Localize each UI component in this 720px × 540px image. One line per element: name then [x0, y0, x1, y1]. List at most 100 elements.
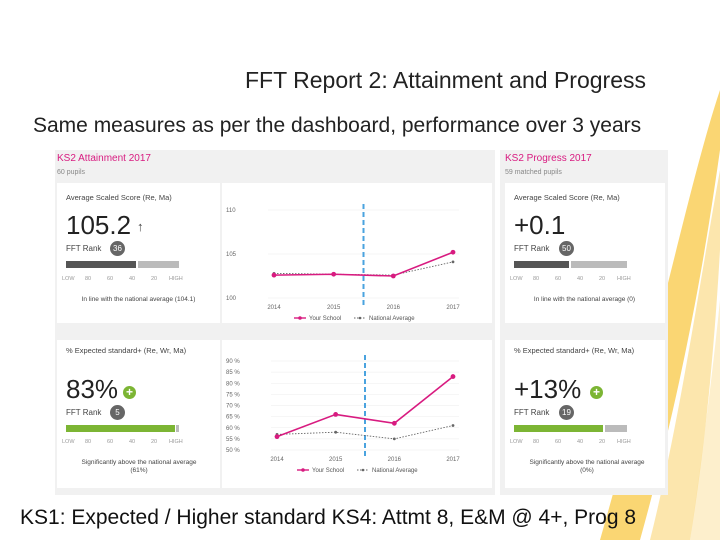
school-point — [450, 374, 456, 379]
national-series-line — [276, 425, 454, 440]
school-point — [450, 249, 456, 255]
y-tick-label: 55 % — [226, 437, 240, 443]
progress-scaled-rank-label: FFT Rank — [514, 244, 550, 253]
scale-60: 60 — [555, 439, 562, 445]
scale-80: 80 — [85, 439, 92, 445]
scale-high: HIGH — [617, 276, 631, 282]
school-series-line — [276, 375, 454, 438]
progress-expected-card — [505, 340, 665, 488]
scale-low: LOW — [62, 276, 75, 282]
progress-expected-value: +13% — [514, 374, 582, 404]
attainment-expected-note: Significantly above the national average… — [81, 459, 197, 474]
progress-pupils: 59 matched pupils — [505, 169, 562, 176]
attainment-scaled-rank-badge: 36 — [110, 241, 125, 256]
national-point — [334, 430, 338, 434]
school-series-line — [273, 251, 454, 277]
y-tick-label: 65 % — [226, 415, 240, 421]
scale-low: LOW — [62, 439, 75, 445]
attainment-pupils: 60 pupils — [57, 169, 86, 176]
attainment-scaled-label: Average Scaled Score (Re, Ma) — [66, 193, 172, 202]
scale-40: 40 — [577, 439, 584, 445]
scale-low: LOW — [510, 439, 523, 445]
scale-80: 80 — [533, 276, 540, 282]
attainment-heading: KS2 Attainment 2017 — [57, 153, 151, 164]
progress-scaled-note: In line with the national average (0) — [533, 296, 636, 303]
scale-20: 20 — [599, 276, 606, 282]
scaled-score-line-chart: 110 105 100 2014 2015 2016 2017 Your School Nati… — [226, 204, 460, 322]
slide-subtitle: Same measures as per the dashboard, perf… — [33, 114, 642, 137]
legend-national-label: National Average — [372, 468, 418, 474]
progress-expected-note: Significantly above the national average… — [529, 459, 645, 474]
scale-60: 60 — [107, 276, 114, 282]
school-point — [390, 273, 396, 279]
school-point — [333, 412, 339, 417]
national-point — [451, 260, 455, 264]
x-tick-label: 2016 — [387, 305, 401, 311]
national-point — [451, 424, 455, 427]
scale-40: 40 — [129, 276, 136, 282]
plus-icon: + — [123, 386, 136, 399]
scale-80: 80 — [533, 439, 540, 445]
school-point — [391, 420, 397, 426]
scale-60: 60 — [555, 276, 562, 282]
school-point — [271, 272, 277, 278]
scale-20: 20 — [151, 276, 158, 282]
legend-school-label: Your School — [309, 316, 341, 322]
scale-high: HIGH — [617, 439, 631, 445]
chart-card-expected — [222, 340, 492, 488]
scale-60: 60 — [107, 439, 114, 445]
x-tick-label: 2014 — [270, 457, 284, 463]
progress-expected-rank-label: FFT Rank — [514, 408, 550, 417]
attainment-scaled-rank-label: FFT Rank — [66, 244, 102, 253]
slide-title: FFT Report 2: Attainment and Progress — [245, 67, 646, 93]
scale-low: LOW — [510, 276, 523, 282]
attainment-scaled-note: In line with the national average (104.1… — [81, 296, 196, 303]
legend-school-marker — [301, 468, 305, 472]
progress-expected-rank-badge: 19 — [559, 405, 574, 420]
legend-national-marker — [361, 468, 365, 472]
legend-national-marker — [358, 316, 362, 320]
progress-expected-label: % Expected standard+ (Re, Wr, Ma) — [514, 346, 635, 355]
attainment-scaled-card — [57, 183, 220, 323]
progress-scaled-card — [505, 183, 665, 323]
school-point — [331, 271, 337, 277]
chart-card-scaled — [222, 183, 492, 323]
progress-scaled-rank-badge: 50 — [559, 241, 574, 256]
scale-20: 20 — [151, 439, 158, 445]
scale-20: 20 — [599, 439, 606, 445]
scale-high: HIGH — [169, 439, 183, 445]
attainment-scaled-value: 105.2 — [66, 210, 132, 240]
progress-heading: KS2 Progress 2017 — [505, 153, 592, 164]
expected-standard-line-chart: 90 % 85 % 80 % 75 % 70 % 65 % 60 % 55 % 50 % 2014… — [226, 355, 460, 474]
y-tick-label: 50 % — [226, 448, 240, 454]
plus-icon: + — [590, 386, 603, 399]
national-point — [392, 437, 396, 441]
school-point — [274, 434, 280, 440]
scale-40: 40 — [129, 439, 136, 445]
attainment-expected-label: % Expected standard+ (Re, Wr, Ma) — [66, 346, 187, 355]
y-tick-label: 110 — [226, 208, 236, 214]
progress-scaled-value: +0.1 — [514, 210, 566, 240]
scale-80: 80 — [85, 276, 92, 282]
attainment-expected-rank-badge: 5 — [110, 405, 125, 420]
arrow-up-icon: ↑ — [137, 219, 144, 234]
x-tick-label: 2017 — [446, 305, 460, 311]
attainment-expected-rank-label: FFT Rank — [66, 408, 102, 417]
progress-scaled-label: Average Scaled Score (Re, Ma) — [514, 193, 620, 202]
y-tick-label: 105 — [226, 252, 237, 258]
slide-footer: KS1: Expected / Higher standard KS4: Att… — [20, 506, 637, 529]
y-tick-label: 75 % — [226, 392, 240, 398]
legend-school-marker — [298, 316, 302, 320]
x-tick-label: 2014 — [267, 305, 281, 311]
y-tick-label: 80 % — [226, 381, 240, 387]
x-tick-label: 2016 — [388, 457, 402, 463]
y-tick-label: 60 % — [226, 426, 240, 432]
attainment-expected-card — [57, 340, 220, 488]
legend-national-label: National Average — [369, 316, 415, 322]
x-tick-label: 2017 — [446, 457, 460, 463]
scale-high: HIGH — [169, 276, 183, 282]
x-tick-label: 2015 — [327, 305, 341, 311]
y-tick-label: 85 % — [226, 370, 240, 376]
x-tick-label: 2015 — [329, 457, 343, 463]
y-tick-label: 90 % — [226, 359, 240, 365]
